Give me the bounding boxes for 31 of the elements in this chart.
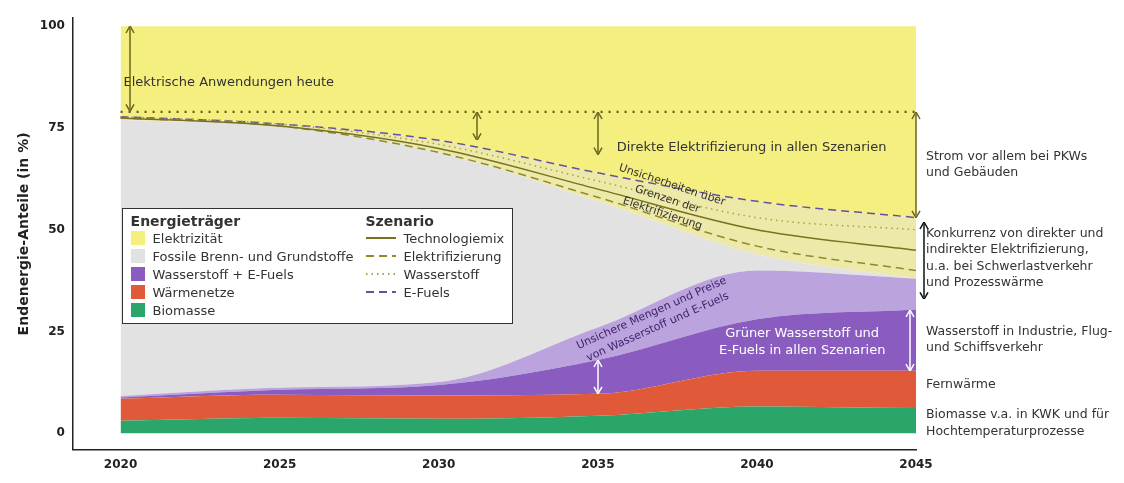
y-tick-label: 25 bbox=[48, 323, 65, 338]
annotation: Direkte Elektrifizierung in allen Szenarien bbox=[616, 138, 887, 154]
x-tick-label: 2025 bbox=[262, 456, 297, 471]
x-tick-label: 2030 bbox=[422, 456, 456, 471]
x-tick-label: 2035 bbox=[581, 456, 615, 471]
text: Fernwärme bbox=[926, 375, 997, 391]
annotation: Grüner Wasserstoff und E-Fuels in allen Szenarien bbox=[718, 324, 886, 357]
text: Strom vor allem bei PKWs und Gebäuden bbox=[926, 147, 1088, 180]
legend-label: Fossile Brenn- und Grundstoffe bbox=[152, 248, 354, 264]
legend-label: Elektrifizierung bbox=[403, 248, 502, 264]
x-tick-label: 2040 bbox=[740, 456, 774, 471]
y-tick-label: 75 bbox=[48, 120, 65, 135]
annotation: Szenario bbox=[365, 213, 435, 229]
legend-label: Wasserstoff bbox=[403, 266, 480, 282]
x-tick-label: 2020 bbox=[103, 456, 138, 471]
legend-label: Technologiemix bbox=[403, 230, 505, 246]
text: Konkurrenz von direkter und indirekter Elektrifizierung, u.a. bei Schwerlastverkehr und Prozesswärme bbox=[926, 224, 1104, 290]
y-tick-label: 0 bbox=[56, 425, 65, 440]
y-tick-label: 100 bbox=[39, 18, 65, 33]
annotation: Elektrische Anwendungen heute bbox=[123, 74, 335, 90]
legend-label: Wasserstoff + E-Fuels bbox=[152, 266, 294, 282]
text: Wasserstoff in Industrie, Flug- und Schiffsverkehr bbox=[926, 322, 1113, 355]
text: Biomasse v.a. in KWK und für Hochtemperaturprozesse bbox=[926, 406, 1110, 438]
y-tick-label: 50 bbox=[48, 221, 65, 236]
legend-label: Biomasse bbox=[152, 302, 216, 318]
legend-label: Wärmenetze bbox=[152, 284, 235, 300]
legend-label: Elektrizität bbox=[152, 230, 223, 246]
y-axis-title: Endenergie-Anteile (in %) bbox=[15, 132, 32, 336]
legend-title: Energieträger bbox=[130, 213, 242, 229]
legend-label: E-Fuels bbox=[403, 284, 450, 300]
x-tick-label: 2045 bbox=[899, 456, 933, 471]
